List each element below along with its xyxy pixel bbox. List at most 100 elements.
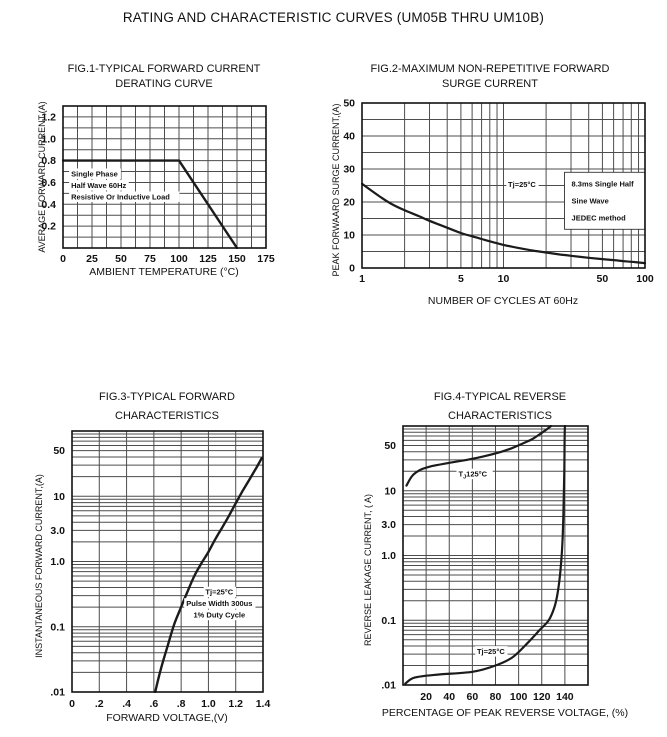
surge-current-curve bbox=[361, 182, 646, 265]
page-title: RATING AND CHARACTERISTIC CURVES (UM05B … bbox=[122, 10, 545, 25]
y-tick-label: 1.0 bbox=[41, 133, 56, 145]
x-tick-label: 1.4 bbox=[256, 698, 271, 710]
y-tick-label: .01 bbox=[50, 687, 65, 699]
fig2-title-line2: SURGE CURRENT bbox=[442, 78, 538, 90]
y-tick-label: 3.0 bbox=[50, 525, 65, 537]
y-tick-label: 0.8 bbox=[41, 155, 56, 167]
tick-labels: 20 40 60 80 100 120 140 50 10 3.0 1.0 0.1 .01 bbox=[381, 440, 573, 703]
plot-frame bbox=[62, 105, 267, 249]
x-tick-label: 20 bbox=[420, 691, 432, 703]
annotation-text: Sine Wave bbox=[572, 196, 609, 205]
x-tick-label: 10 bbox=[498, 273, 510, 285]
fig2-plot: Tj=25°C 8.3ms Single Half Sine Wave JEDEC m… bbox=[343, 98, 654, 286]
x-tick-label: 80 bbox=[490, 691, 502, 703]
annotation-bg bbox=[69, 191, 180, 202]
plot-frame bbox=[71, 430, 264, 693]
x-tick-label: 1 bbox=[359, 273, 365, 285]
y-tick-label: 0.2 bbox=[41, 221, 56, 233]
annotation-text: Tj=25°C bbox=[477, 647, 505, 656]
annotation-bg bbox=[456, 468, 493, 480]
x-tick-label: 175 bbox=[257, 253, 275, 265]
x-tick-label: 100 bbox=[170, 253, 188, 265]
annotation-bg bbox=[184, 598, 256, 609]
x-tick-label: 100 bbox=[636, 273, 654, 285]
y-tick-label: 1.2 bbox=[41, 111, 56, 123]
curves bbox=[404, 425, 566, 685]
y-tick-label: 1.0 bbox=[381, 550, 396, 562]
y-tick-label: 50 bbox=[384, 440, 396, 452]
curves bbox=[361, 182, 646, 265]
fig1-title-line2: DERATING CURVE bbox=[115, 78, 213, 90]
fig3-title-line2: CHARACTERISTICS bbox=[115, 410, 219, 422]
x-tick-label: 60 bbox=[467, 691, 479, 703]
fig4-title: FIG.4-TYPICAL REVERSE CHARACTERISTICS bbox=[375, 388, 625, 426]
fig3-x-axis-label: FORWARD VOLTAGE,(V) bbox=[106, 712, 228, 724]
tick-labels: 0 .2 .4 .6 .8 1.0 1.2 1.4 50 10 3.0 1.0 0.1 .01 bbox=[50, 445, 270, 710]
fig2-x-axis-label: NUMBER OF CYCLES AT 60Hz bbox=[427, 295, 579, 307]
fig1-x-axis-label: AMBIENT TEMPERATURE (°C) bbox=[89, 266, 239, 278]
forward-characteristic-curve bbox=[154, 457, 263, 693]
y-tick-label: 0.4 bbox=[41, 199, 56, 211]
y-tick-label: 50 bbox=[343, 98, 355, 110]
fig4-title-line1: FIG.4-TYPICAL REVERSE bbox=[433, 391, 567, 403]
fig2-title: FIG.2-MAXIMUM NON-REPETITIVE FORWARD SUR… bbox=[365, 62, 615, 92]
fig4-x-axis-label: PERCENTAGE OF PEAK REVERSE VOLTAGE, (%) bbox=[381, 707, 629, 719]
derating-curve bbox=[62, 159, 239, 249]
annotation-bg bbox=[203, 586, 236, 598]
annotation-bg bbox=[506, 179, 539, 190]
y-tick-label: 10 bbox=[343, 230, 355, 242]
x-tick-label: 25 bbox=[86, 253, 98, 265]
reverse-leakage-125c-curve bbox=[405, 425, 553, 487]
annotations: Tj=25°C Pulse Width 300us 1% Duty Cycle bbox=[184, 586, 256, 621]
annotation-bg bbox=[69, 179, 129, 191]
y-tick-label: 50 bbox=[53, 445, 65, 457]
y-tick-label: .01 bbox=[381, 680, 396, 692]
annotation-text: Tj=25°C bbox=[508, 180, 536, 189]
annotations: Single Phase Half Wave 60Hz Resistive Or I… bbox=[69, 168, 180, 202]
fig3-title-line1: FIG.3-TYPICAL FORWARD bbox=[99, 391, 235, 403]
x-tick-label: 150 bbox=[228, 253, 246, 265]
x-tick-label: 40 bbox=[443, 691, 455, 703]
annotation-text: JEDEC method bbox=[572, 213, 627, 222]
fig1-title: FIG.1-TYPICAL FORWARD CURRENT DERATING C… bbox=[39, 62, 289, 92]
annotation-bg bbox=[475, 646, 508, 657]
annotations: Tj=25°C 8.3ms Single Half Sine Wave JEDEC m… bbox=[506, 171, 646, 230]
tick-labels: 0 25 50 75 100 125 150 175 1.2 1.0 0.8 0.6 0.4 0.2 bbox=[41, 111, 275, 265]
x-tick-label: .4 bbox=[122, 698, 131, 710]
y-tick-label: 20 bbox=[343, 197, 355, 209]
annotation-box bbox=[564, 171, 646, 230]
fig3-title: FIG.3-TYPICAL FORWARD CHARACTERISTICS bbox=[42, 388, 292, 426]
grid-lines bbox=[403, 426, 588, 685]
x-tick-label: 0 bbox=[69, 698, 75, 710]
x-tick-label: 1.2 bbox=[228, 698, 243, 710]
grid-lines bbox=[72, 431, 263, 692]
plot-frame bbox=[402, 425, 589, 686]
y-tick-label: 0.1 bbox=[50, 621, 65, 633]
y-tick-label: 3.0 bbox=[381, 519, 396, 531]
plot-frame bbox=[361, 102, 646, 269]
y-tick-label: 1.0 bbox=[50, 556, 65, 568]
x-tick-label: 5 bbox=[458, 273, 464, 285]
x-tick-label: 0 bbox=[60, 253, 66, 265]
y-tick-label: 30 bbox=[343, 164, 355, 176]
curves bbox=[154, 457, 263, 693]
x-tick-label: 50 bbox=[597, 273, 609, 285]
y-tick-label: 0.6 bbox=[41, 177, 56, 189]
annotation-text: Resistive Or Inductive Load bbox=[71, 192, 170, 201]
y-tick-label: 10 bbox=[384, 485, 396, 497]
annotation-bg bbox=[191, 609, 248, 621]
annotation-text: Tj=25°C bbox=[205, 588, 233, 597]
y-tick-label: 40 bbox=[343, 131, 355, 143]
annotation-text: Half Wave 60Hz bbox=[71, 181, 126, 190]
x-tick-label: 100 bbox=[510, 691, 528, 703]
y-tick-label: 0 bbox=[349, 263, 355, 275]
x-tick-label: 75 bbox=[144, 253, 156, 265]
fig2-title-line1: FIG.2-MAXIMUM NON-REPETITIVE FORWARD bbox=[370, 63, 610, 75]
x-tick-label: 140 bbox=[556, 691, 574, 703]
annotations: TJ125°C Tj=25°C bbox=[456, 468, 508, 657]
x-tick-label: 1.0 bbox=[201, 698, 216, 710]
x-tick-label: 120 bbox=[533, 691, 551, 703]
fig3-plot: Tj=25°C Pulse Width 300us 1% Duty Cycle 0 .2… bbox=[50, 430, 270, 710]
